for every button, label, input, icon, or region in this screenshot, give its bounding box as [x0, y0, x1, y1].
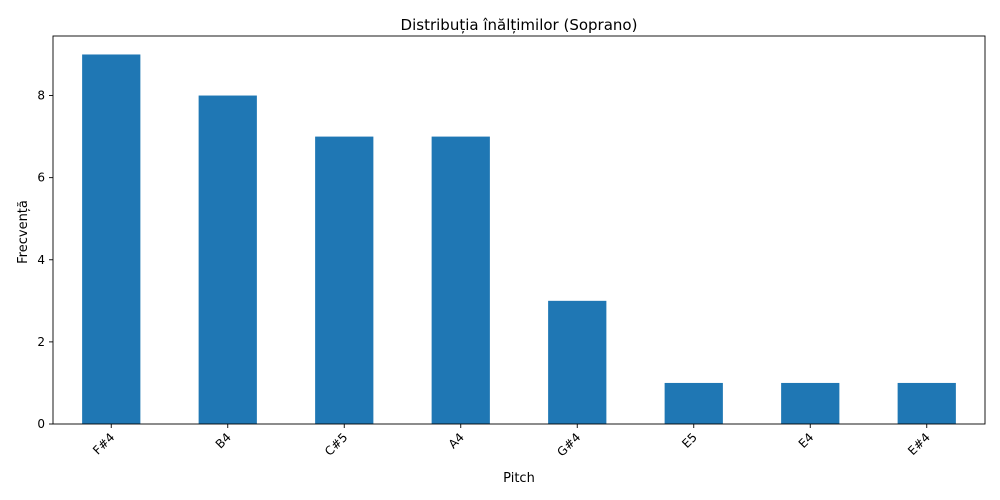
y-tick-label: 0 [37, 417, 45, 431]
plot-frame [52, 35, 986, 425]
bar-e4 [781, 382, 840, 424]
bar-a4 [431, 136, 490, 424]
bar-fsharp4 [82, 54, 141, 424]
y-axis: 0 2 4 6 8 [37, 89, 53, 431]
bar-gsharp4 [548, 300, 607, 424]
y-tick-label: 8 [37, 89, 45, 103]
bar-b4 [198, 95, 257, 424]
y-tick-label: 2 [37, 335, 45, 349]
bar-csharp5 [315, 136, 374, 424]
x-axis-label: Pitch [503, 471, 535, 486]
bar-esharp4 [897, 382, 956, 424]
chart-title: Distribuția înălțimilor (Soprano) [401, 16, 638, 34]
bars-group [82, 54, 956, 424]
y-tick-label: 6 [37, 171, 45, 185]
y-axis-label: Frecvență [16, 200, 31, 264]
y-tick-label: 4 [37, 253, 45, 267]
bar-e5 [664, 382, 723, 424]
